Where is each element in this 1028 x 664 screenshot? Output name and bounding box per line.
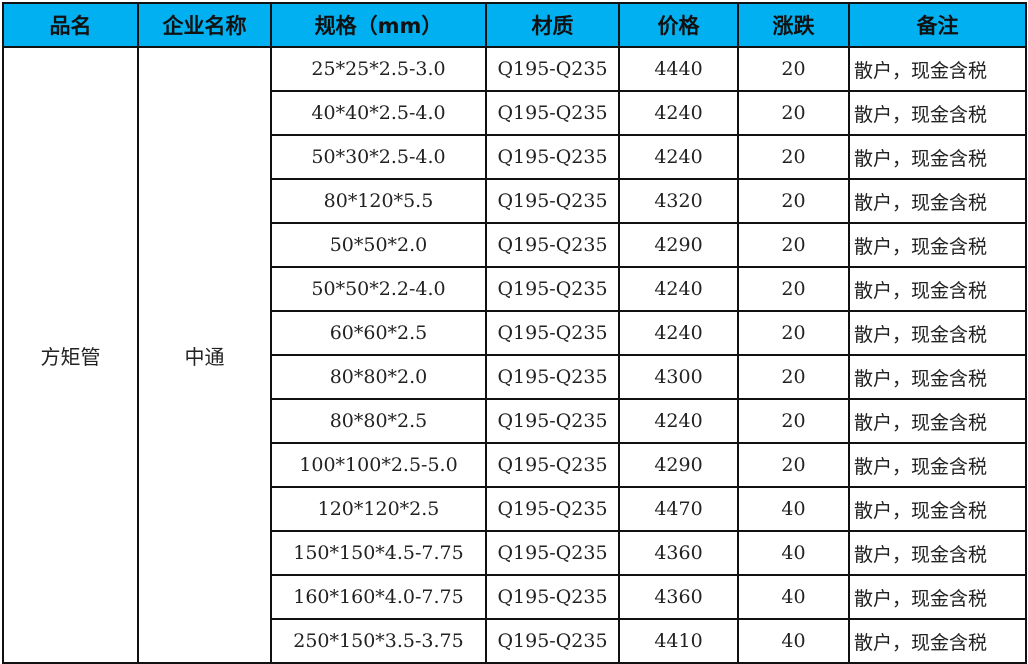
price-cell: 4240 (618, 266, 739, 312)
material-cell: Q195-Q235 (485, 574, 620, 620)
material-cell: Q195-Q235 (485, 398, 620, 444)
material-cell: Q195-Q235 (485, 310, 620, 356)
table-row: 250*150*3.5-3.75 Q195-Q235 4410 40 散户，现金含税 (3, 618, 1027, 664)
price-cell: 4290 (618, 222, 739, 268)
header-change: 涨跌 (737, 2, 850, 48)
spec-cell: 50*50*2.2-4.0 (270, 266, 487, 312)
table-row: 60*60*2.5 Q195-Q235 4240 20 散户，现金含税 (3, 310, 1027, 356)
material-cell: Q195-Q235 (485, 222, 620, 268)
material-cell: Q195-Q235 (485, 46, 620, 92)
material-cell: Q195-Q235 (485, 530, 620, 576)
change-cell: 20 (737, 222, 850, 268)
table-row: 80*80*2.0 Q195-Q235 4300 20 散户，现金含税 (3, 354, 1027, 400)
product-cell: 方矩管 (2, 46, 139, 664)
material-cell: Q195-Q235 (485, 486, 620, 532)
price-cell: 4240 (618, 310, 739, 356)
change-cell: 20 (737, 354, 850, 400)
company-cell: 中通 (137, 46, 272, 664)
spec-cell: 120*120*2.5 (270, 486, 487, 532)
table-row: 50*30*2.5-4.0 Q195-Q235 4240 20 散户，现金含税 (3, 134, 1027, 180)
change-cell: 20 (737, 310, 850, 356)
change-cell: 40 (737, 574, 850, 620)
spec-cell: 150*150*4.5-7.75 (270, 530, 487, 576)
material-cell: Q195-Q235 (485, 266, 620, 312)
table-row: 80*80*2.5 Q195-Q235 4240 20 散户，现金含税 (3, 398, 1027, 444)
spec-cell: 80*80*2.0 (270, 354, 487, 400)
table-row: 160*160*4.0-7.75 Q195-Q235 4360 40 散户，现金含税 (3, 574, 1027, 620)
remark-cell: 散户，现金含税 (848, 222, 1027, 268)
remark-cell: 散户，现金含税 (848, 46, 1027, 92)
table-row: 150*150*4.5-7.75 Q195-Q235 4360 40 散户，现金含税 (3, 530, 1027, 576)
change-cell: 40 (737, 486, 850, 532)
table-row: 方矩管 中通 25*25*2.5-3.0 Q195-Q235 4440 20 散户，现金含税 (2, 46, 1027, 664)
change-cell: 20 (737, 134, 850, 180)
material-cell: Q195-Q235 (485, 178, 620, 224)
table-row: 50*50*2.2-4.0 Q195-Q235 4240 20 散户，现金含税 (3, 266, 1027, 312)
remark-cell: 散户，现金含税 (848, 530, 1027, 576)
table-row: 80*120*5.5 Q195-Q235 4320 20 散户，现金含税 (3, 178, 1027, 224)
header-price: 价格 (618, 2, 739, 48)
remark-cell: 散户，现金含税 (848, 90, 1027, 136)
spec-cell: 50*50*2.0 (270, 222, 487, 268)
table-row: 50*50*2.0 Q195-Q235 4290 20 散户，现金含税 (3, 222, 1027, 268)
header-product: 品名 (2, 2, 139, 48)
remark-cell: 散户，现金含税 (848, 574, 1027, 620)
price-cell: 4440 (618, 46, 739, 92)
price-cell: 4290 (618, 442, 739, 488)
remark-cell: 散户，现金含税 (848, 134, 1027, 180)
table-row: 100*100*2.5-5.0 Q195-Q235 4290 20 散户，现金含税 (3, 442, 1027, 488)
header-row: 品名 企业名称 规格（mm） 材质 价格 涨跌 备注 (2, 2, 1027, 48)
material-cell: Q195-Q235 (485, 90, 620, 136)
header-company: 企业名称 (137, 2, 272, 48)
table-row: 120*120*2.5 Q195-Q235 4470 40 散户，现金含税 (3, 486, 1027, 532)
spec-cell: 40*40*2.5-4.0 (270, 90, 487, 136)
change-cell: 20 (737, 266, 850, 312)
spec-cell: 100*100*2.5-5.0 (270, 442, 487, 488)
material-cell: Q195-Q235 (485, 442, 620, 488)
price-cell: 4470 (618, 486, 739, 532)
remark-cell: 散户，现金含税 (848, 442, 1027, 488)
change-cell: 40 (737, 618, 850, 664)
spec-cell: 50*30*2.5-4.0 (270, 134, 487, 180)
price-cell: 4360 (618, 530, 739, 576)
table-row: 40*40*2.5-4.0 Q195-Q235 4240 20 散户，现金含税 (3, 90, 1027, 136)
spec-cell: 250*150*3.5-3.75 (270, 618, 487, 664)
change-cell: 20 (737, 46, 850, 92)
spec-cell: 25*25*2.5-3.0 (270, 46, 487, 92)
spec-cell: 160*160*4.0-7.75 (270, 574, 487, 620)
price-cell: 4240 (618, 90, 739, 136)
spec-cell: 80*80*2.5 (270, 398, 487, 444)
material-cell: Q195-Q235 (485, 618, 620, 664)
remark-cell: 散户，现金含税 (848, 618, 1027, 664)
header-spec: 规格（mm） (270, 2, 487, 48)
change-cell: 20 (737, 442, 850, 488)
header-material: 材质 (485, 2, 620, 48)
remark-cell: 散户，现金含税 (848, 310, 1027, 356)
remark-cell: 散户，现金含税 (848, 178, 1027, 224)
remark-cell: 散户，现金含税 (848, 486, 1027, 532)
price-cell: 4360 (618, 574, 739, 620)
spec-cell: 80*120*5.5 (270, 178, 487, 224)
header-remark: 备注 (848, 2, 1027, 48)
price-cell: 4240 (618, 398, 739, 444)
remark-cell: 散户，现金含税 (848, 398, 1027, 444)
material-cell: Q195-Q235 (485, 354, 620, 400)
change-cell: 20 (737, 178, 850, 224)
price-cell: 4320 (618, 178, 739, 224)
price-cell: 4410 (618, 618, 739, 664)
price-cell: 4240 (618, 134, 739, 180)
change-cell: 20 (737, 398, 850, 444)
spec-cell: 60*60*2.5 (270, 310, 487, 356)
remark-cell: 散户，现金含税 (848, 266, 1027, 312)
change-cell: 40 (737, 530, 850, 576)
price-cell: 4300 (618, 354, 739, 400)
change-cell: 20 (737, 90, 850, 136)
remark-cell: 散户，现金含税 (848, 354, 1027, 400)
material-cell: Q195-Q235 (485, 134, 620, 180)
